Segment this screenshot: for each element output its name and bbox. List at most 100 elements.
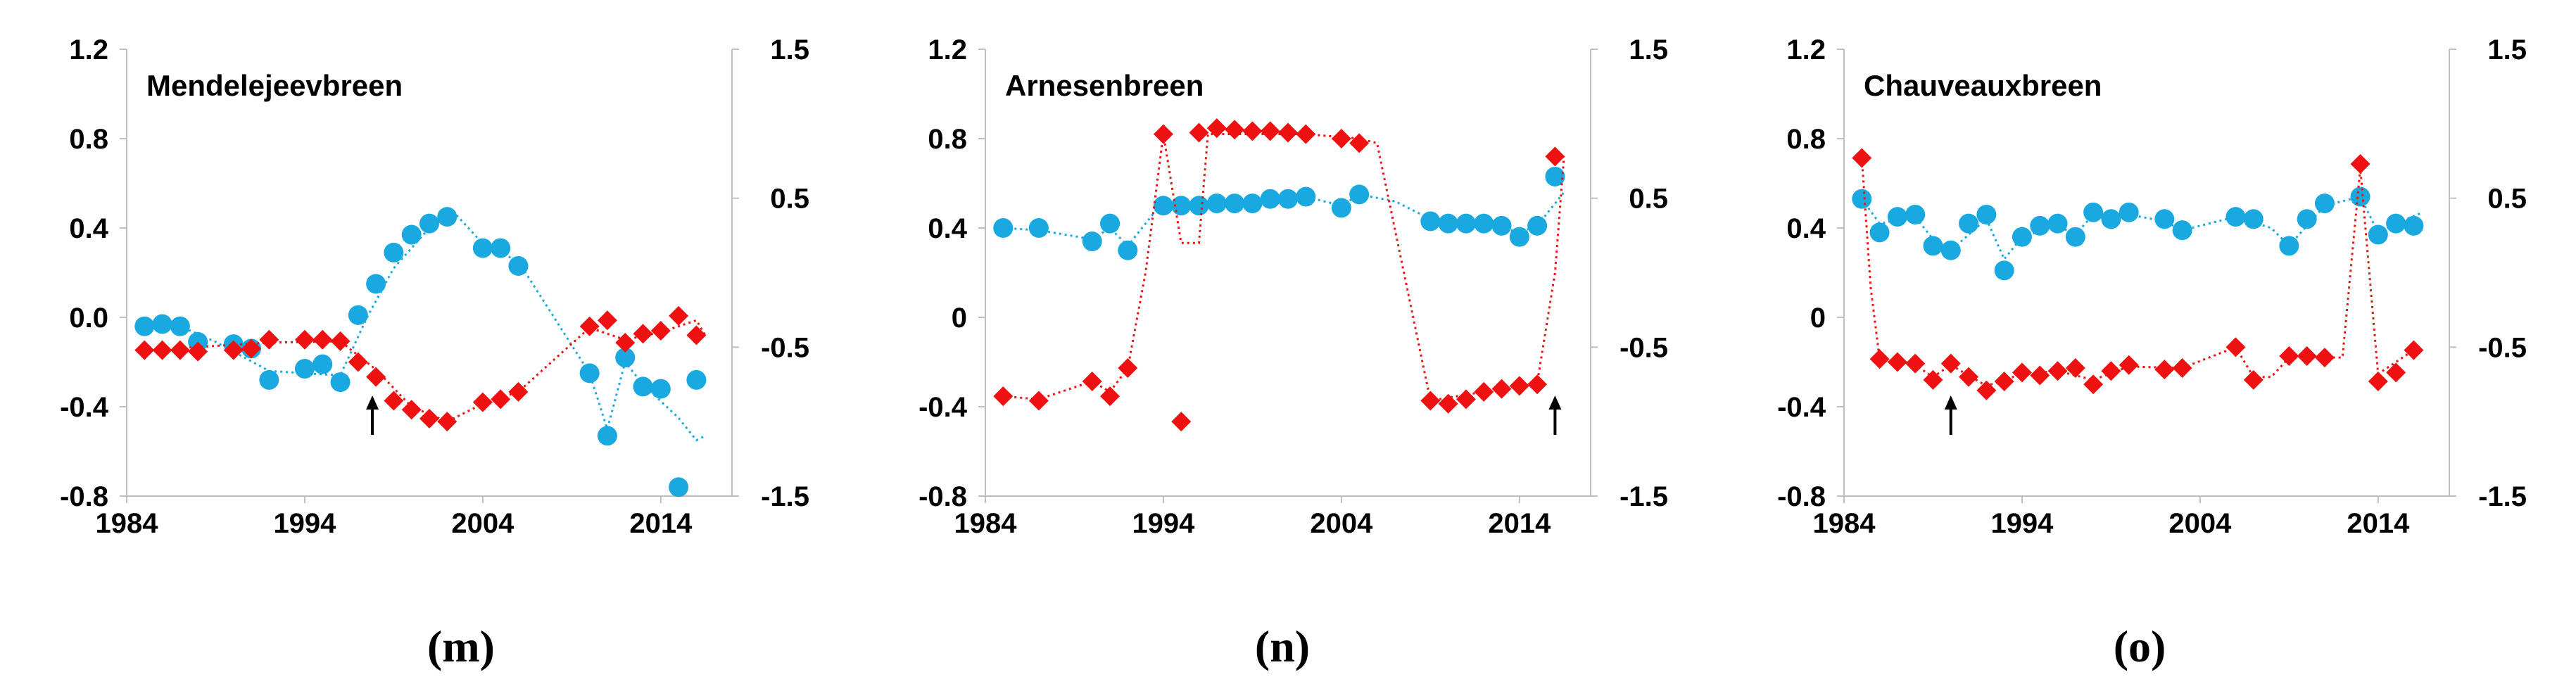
blue-data-point xyxy=(1206,194,1227,214)
red-data-point xyxy=(669,305,689,326)
red-data-point xyxy=(1474,381,1494,402)
blue-circles-trend-line xyxy=(144,213,706,442)
right-tick-label: 1.5 xyxy=(770,34,809,65)
blue-data-point xyxy=(1189,196,1209,216)
red-data-point xyxy=(437,412,457,432)
red-data-point xyxy=(241,338,262,359)
blue-data-point xyxy=(1349,184,1370,205)
left-tick-label: 0.8 xyxy=(69,124,108,155)
red-data-point xyxy=(1260,121,1280,141)
blue-data-point xyxy=(2154,209,2175,229)
red-data-point xyxy=(1905,353,1926,374)
red-data-point xyxy=(1545,146,1565,167)
blue-data-point xyxy=(686,369,707,390)
blue-data-point xyxy=(366,274,386,294)
blue-data-point xyxy=(993,218,1014,238)
red-data-point xyxy=(2030,365,2050,386)
blue-data-point xyxy=(2279,236,2299,256)
arrow-head-icon xyxy=(1548,395,1562,410)
x-tick-label: 1994 xyxy=(1990,508,2054,539)
blue-data-point xyxy=(2012,227,2032,247)
red-data-point xyxy=(1420,391,1441,411)
red-data-point xyxy=(1153,124,1173,144)
blue-data-point xyxy=(1260,189,1280,209)
x-tick-label: 2004 xyxy=(1310,508,1373,539)
red-data-point xyxy=(2225,337,2246,357)
blue-data-point xyxy=(152,314,172,334)
x-tick-label: 2014 xyxy=(629,508,693,539)
chart-title: Chauveauxbreen xyxy=(1864,69,2102,102)
blue-data-point xyxy=(1438,213,1458,234)
red-data-point xyxy=(1869,349,1890,369)
red-data-point xyxy=(2314,348,2335,368)
blue-data-point xyxy=(1242,194,1263,214)
red-data-point xyxy=(348,352,368,372)
blue-data-point xyxy=(1527,215,1548,236)
blue-data-point xyxy=(1331,198,1351,218)
red-data-point xyxy=(1994,372,2014,392)
red-data-point xyxy=(1082,372,1102,392)
x-tick-label: 2014 xyxy=(1488,508,1551,539)
red-diamonds-trend-line xyxy=(144,319,707,423)
red-data-point xyxy=(1206,118,1227,139)
blue-data-point xyxy=(1545,166,1565,186)
blue-data-point xyxy=(2172,220,2192,241)
arrow-head-icon xyxy=(366,395,379,410)
chart-title: Mendelejeevbreen xyxy=(146,69,403,102)
blue-data-point xyxy=(1976,204,1997,224)
red-data-point xyxy=(1349,133,1370,153)
right-tick-label: 0.5 xyxy=(2487,184,2527,215)
right-tick-label: -1.5 xyxy=(1620,481,1668,512)
blue-data-point xyxy=(2314,194,2335,214)
blue-data-point xyxy=(491,238,511,258)
red-data-point xyxy=(401,400,422,420)
blue-data-point xyxy=(2225,207,2246,227)
blue-data-point xyxy=(1456,213,1476,234)
blue-data-point xyxy=(1959,213,1979,234)
blue-data-point xyxy=(437,207,457,227)
blue-data-point xyxy=(2065,227,2085,247)
blue-data-point xyxy=(2243,209,2264,229)
red-data-point xyxy=(384,391,404,411)
red-data-point xyxy=(2047,361,2068,381)
red-data-point xyxy=(2012,362,2032,383)
left-tick-label: -0.8 xyxy=(1777,481,1826,512)
blue-data-point xyxy=(1491,215,1512,236)
blue-data-point xyxy=(472,238,493,258)
x-tick-label: 1984 xyxy=(1813,508,1876,539)
red-data-point xyxy=(1852,148,1872,168)
red-data-point xyxy=(312,329,333,350)
right-tick-label: 1.5 xyxy=(1629,34,1668,65)
left-tick-label: 0 xyxy=(1810,303,1826,334)
blue-data-point xyxy=(2047,213,2068,234)
red-data-point xyxy=(2243,369,2264,390)
red-data-point xyxy=(1242,121,1263,141)
red-data-point xyxy=(1331,129,1351,148)
red-data-point xyxy=(1189,122,1209,143)
blue-data-point xyxy=(508,255,529,276)
blue-data-point xyxy=(1940,240,1961,260)
red-data-point xyxy=(1438,393,1458,414)
blue-data-point xyxy=(294,359,315,379)
red-data-point xyxy=(1491,379,1512,399)
blue-data-point xyxy=(597,426,617,446)
red-data-point xyxy=(2404,340,2424,360)
blue-data-point xyxy=(1225,194,1245,214)
blue-data-point xyxy=(1887,207,1907,227)
x-tick-label: 1994 xyxy=(273,508,336,539)
panel-caption: (o) xyxy=(2114,621,2166,671)
red-data-point xyxy=(1296,124,1316,144)
x-tick-label: 1984 xyxy=(954,508,1018,539)
red-data-point xyxy=(1527,374,1548,395)
blue-data-point xyxy=(633,376,653,397)
red-data-point xyxy=(330,331,351,351)
right-tick-label: 0.5 xyxy=(770,184,809,215)
right-tick-label: -0.5 xyxy=(1620,332,1668,363)
x-tick-label: 2004 xyxy=(451,508,514,539)
blue-data-point xyxy=(1082,232,1102,252)
arrow-head-icon xyxy=(1944,395,1957,410)
left-tick-label: -0.8 xyxy=(60,481,108,512)
red-data-point xyxy=(2101,361,2121,381)
red-data-point xyxy=(2279,346,2299,367)
